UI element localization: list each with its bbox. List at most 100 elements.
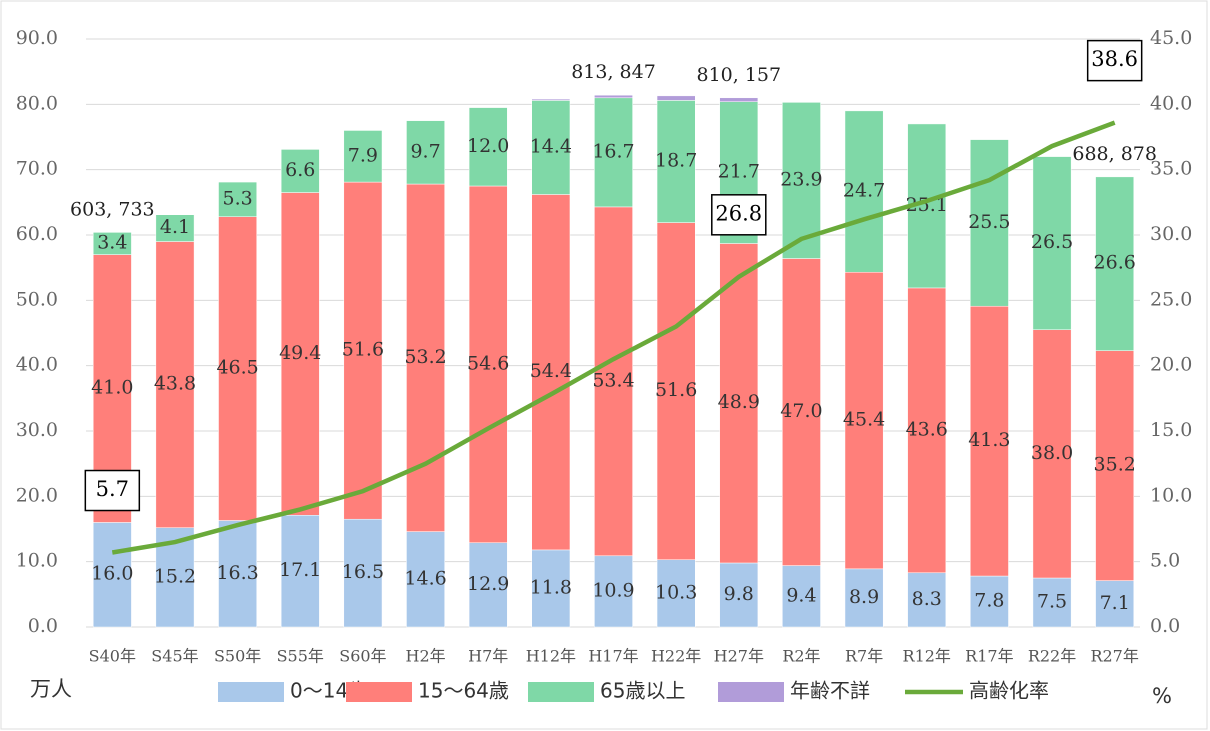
- bar-segment: [719, 243, 759, 564]
- data-label: 24.7: [843, 180, 885, 202]
- data-label: 26.5: [1031, 231, 1073, 253]
- line-label: 26.8: [715, 201, 762, 225]
- legend-swatch: [528, 682, 594, 702]
- total-annotation: 603, 733: [70, 198, 155, 220]
- x-tick-label: H2年: [405, 647, 445, 666]
- y-tick-label: 30.0: [16, 419, 58, 441]
- total-annotation: 688, 878: [1072, 143, 1157, 165]
- data-label: 21.7: [718, 161, 760, 183]
- total-annotation: 810, 157: [696, 64, 781, 86]
- y-axis-label: 万人: [30, 677, 72, 701]
- bar-segment: [531, 100, 571, 195]
- data-label: 35.2: [1094, 454, 1136, 476]
- data-label: 41.0: [91, 377, 133, 399]
- bar-segment: [844, 110, 884, 273]
- y2-tick-label: 5.0: [1150, 550, 1180, 572]
- bar-segment: [719, 97, 759, 102]
- x-tick-label: S40年: [89, 647, 136, 666]
- y-tick-label: 80.0: [16, 92, 58, 114]
- bar-segment: [406, 120, 445, 185]
- data-label: 9.4: [786, 584, 816, 606]
- legend-swatch: [218, 682, 284, 702]
- bar-segment: [92, 232, 132, 255]
- y2-tick-label: 25.0: [1150, 288, 1192, 310]
- bar-segment: [844, 568, 884, 628]
- bar-segment: [280, 192, 320, 516]
- data-label: 53.4: [592, 369, 634, 391]
- y2-tick-label: 45.0: [1150, 27, 1192, 49]
- data-label: 16.3: [216, 562, 258, 584]
- legend-label: 15～64歳: [418, 679, 509, 703]
- bar-segment: [719, 562, 759, 628]
- legend-swatch: [346, 682, 412, 702]
- data-label: 48.9: [718, 391, 760, 413]
- data-label: 7.5: [1037, 591, 1067, 613]
- bar-segment: [280, 515, 320, 628]
- x-tick-label: R7年: [845, 647, 883, 666]
- bar-segment: [1032, 156, 1072, 330]
- bar-segment: [970, 575, 1009, 628]
- x-tick-label: S50年: [214, 647, 261, 666]
- data-label: 9.7: [410, 140, 440, 162]
- data-label: 4.1: [160, 216, 190, 238]
- bar-segment: [531, 549, 571, 628]
- data-label: 49.4: [279, 342, 321, 364]
- bar-segment: [1032, 577, 1072, 628]
- data-label: 8.9: [849, 586, 879, 608]
- x-tick-label: S55年: [277, 647, 324, 666]
- y-tick-label: 10.0: [16, 550, 58, 572]
- bar-segment: [782, 565, 821, 628]
- data-label: 3.4: [97, 231, 127, 253]
- data-label: 16.0: [91, 563, 133, 585]
- data-label: 25.5: [968, 211, 1010, 233]
- y-tick-label: 0.0: [28, 615, 58, 637]
- data-label: 26.6: [1094, 252, 1136, 274]
- y2-tick-label: 15.0: [1150, 419, 1192, 441]
- bar-segment: [782, 258, 821, 566]
- y2-tick-label: 10.0: [1150, 484, 1192, 506]
- bar-segment: [656, 100, 696, 223]
- legend-label: 年齢不詳: [790, 679, 870, 703]
- data-label: 5.3: [223, 187, 253, 209]
- x-tick-label: R17年: [965, 647, 1013, 666]
- data-label: 9.8: [724, 583, 754, 605]
- line-label: 38.6: [1091, 47, 1138, 71]
- bar-segment: [218, 520, 257, 628]
- y-tick-label: 90.0: [16, 27, 58, 49]
- legend-swatch: [718, 682, 784, 702]
- bar-segment: [468, 542, 508, 628]
- y-tick-label: 70.0: [16, 158, 58, 180]
- x-tick-label: H17年: [588, 647, 638, 666]
- y-tick-label: 20.0: [16, 484, 58, 506]
- bar-segment: [218, 181, 257, 217]
- x-tick-label: R27年: [1090, 647, 1138, 666]
- legend-label: 65歳以上: [600, 679, 685, 703]
- legend-label: 高齢化率: [969, 679, 1049, 703]
- bar-segment: [782, 102, 821, 259]
- x-tick-label: H22年: [651, 647, 701, 666]
- data-label: 38.0: [1031, 442, 1073, 464]
- x-tick-label: H7年: [468, 647, 508, 666]
- data-label: 14.6: [404, 567, 446, 589]
- data-label: 41.3: [968, 429, 1010, 451]
- y2-tick-label: 30.0: [1150, 223, 1192, 245]
- bar-segment: [343, 181, 383, 520]
- data-label: 43.6: [906, 418, 948, 440]
- bar-segment: [656, 222, 696, 560]
- x-tick-label: R2年: [782, 647, 820, 666]
- y2-tick-label: 20.0: [1150, 354, 1192, 376]
- data-label: 7.8: [974, 590, 1004, 612]
- data-label: 43.8: [154, 373, 196, 395]
- bar-segment: [218, 216, 257, 521]
- y2-tick-label: 40.0: [1150, 92, 1192, 114]
- bar-segment: [970, 305, 1009, 577]
- bar-segment: [343, 518, 383, 628]
- bar-segment: [406, 531, 445, 628]
- data-label: 8.3: [912, 588, 942, 610]
- bar-segment: [970, 139, 1009, 307]
- line: [111, 120, 1116, 555]
- bar-segment: [343, 130, 383, 183]
- bar-segment: [594, 555, 633, 628]
- data-label: 7.9: [348, 144, 378, 166]
